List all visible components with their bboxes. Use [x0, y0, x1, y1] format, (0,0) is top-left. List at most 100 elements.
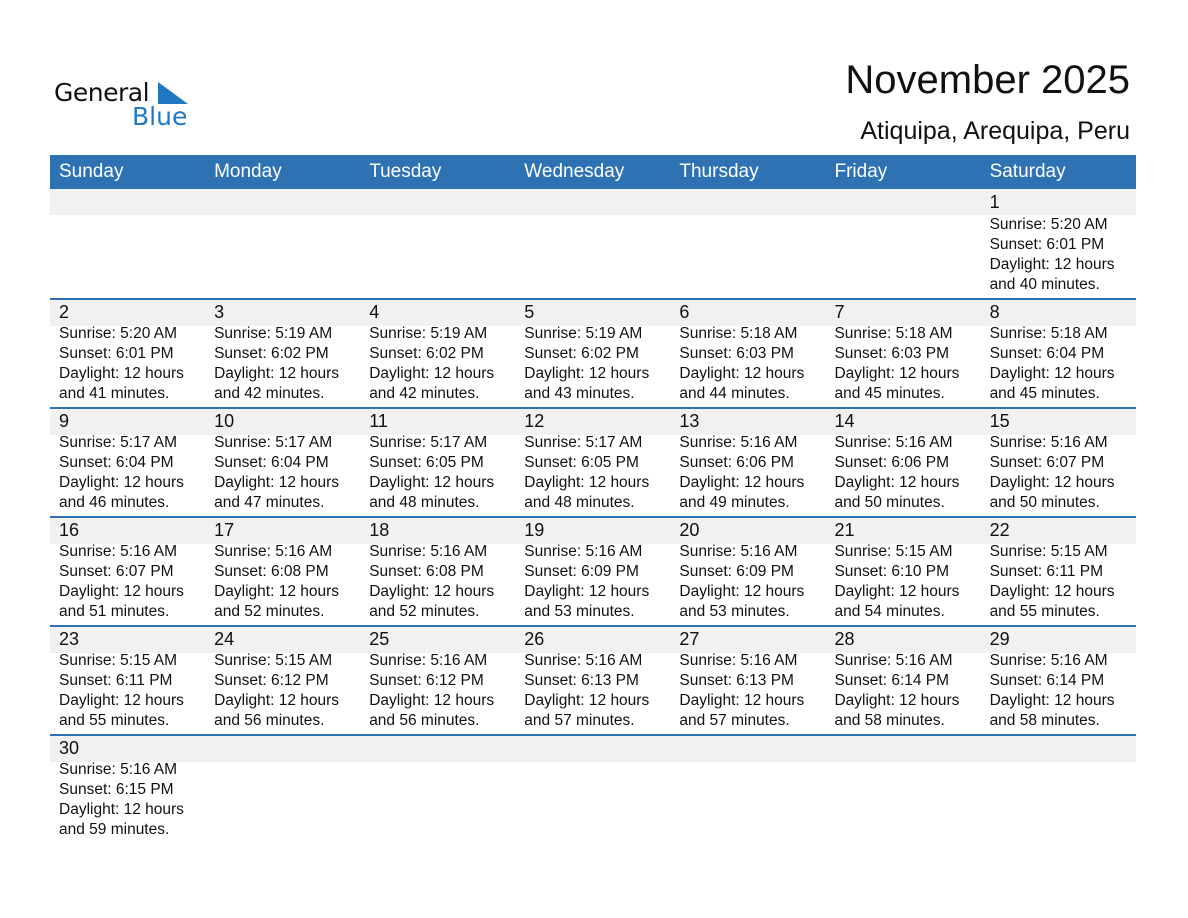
sunrise-text: Sunrise: 5:17 AM [214, 434, 333, 451]
day-cell: 20 Sunrise: 5:16 AM Sunset: 6:09 PM Dayligh… [670, 518, 825, 625]
sunset-text: Sunset: 6:03 PM [679, 345, 794, 362]
daylight-minutes-text: and 50 minutes. [989, 494, 1100, 511]
sunset-text: Sunset: 6:05 PM [369, 454, 484, 471]
daylight-text: Daylight: 12 hours [834, 583, 960, 600]
day-number: 10 [214, 411, 235, 431]
empty-cell [515, 736, 670, 843]
daylight-minutes-text: and 42 minutes. [214, 385, 325, 402]
day-number: 21 [834, 520, 855, 540]
daylight-text: Daylight: 12 hours [369, 474, 495, 491]
sunrise-text: Sunrise: 5:18 AM [834, 325, 953, 342]
sunrise-text: Sunrise: 5:15 AM [214, 652, 333, 669]
daylight-text: Daylight: 12 hours [59, 365, 184, 382]
day-number: 27 [679, 629, 700, 649]
sunrise-text: Sunrise: 5:17 AM [524, 434, 643, 451]
daylight-minutes-text: and 42 minutes. [369, 385, 480, 402]
day-cell: 19 Sunrise: 5:16 AM Sunset: 6:09 PM Dayligh… [515, 518, 670, 625]
sunset-text: Sunset: 6:01 PM [989, 236, 1105, 253]
daylight-text: Daylight: 12 hours [679, 474, 805, 491]
daylight-minutes-text: and 52 minutes. [369, 603, 480, 620]
day-cell: 4 Sunrise: 5:19 AM Sunset: 6:02 PM Daylight… [360, 300, 515, 407]
sunset-text: Sunset: 6:02 PM [369, 345, 484, 362]
day-cell: 27 Sunrise: 5:16 AM Sunset: 6:13 PM Dayligh… [670, 627, 825, 734]
daylight-minutes-text: and 55 minutes. [59, 712, 170, 729]
sunset-text: Sunset: 6:14 PM [989, 672, 1105, 689]
day-cell: 17 Sunrise: 5:16 AM Sunset: 6:08 PM Dayligh… [205, 518, 360, 625]
day-number: 19 [524, 520, 545, 540]
daylight-text: Daylight: 12 hours [989, 583, 1115, 600]
sunrise-text: Sunrise: 5:15 AM [989, 543, 1108, 560]
daylight-text: Daylight: 12 hours [989, 365, 1115, 382]
sunrise-text: Sunrise: 5:19 AM [369, 325, 488, 342]
day-number: 15 [989, 411, 1010, 431]
daylight-minutes-text: and 40 minutes. [989, 276, 1100, 293]
weekday-tuesday: Tuesday [369, 161, 442, 182]
day-cell: 29 Sunrise: 5:16 AM Sunset: 6:14 PM Dayligh… [981, 627, 1136, 734]
daylight-text: Daylight: 12 hours [679, 365, 805, 382]
day-number: 23 [59, 629, 80, 649]
weekday-wednesday: Wednesday [524, 161, 625, 182]
day-cell: 25 Sunrise: 5:16 AM Sunset: 6:12 PM Dayligh… [360, 627, 515, 734]
day-number: 26 [524, 629, 545, 649]
daylight-text: Daylight: 12 hours [59, 692, 184, 709]
day-cell: 22 Sunrise: 5:15 AM Sunset: 6:11 PM Dayligh… [981, 518, 1136, 625]
sunset-text: Sunset: 6:11 PM [989, 563, 1104, 580]
day-number: 2 [59, 302, 70, 322]
sunset-text: Sunset: 6:09 PM [679, 563, 794, 580]
day-number: 6 [679, 302, 690, 322]
empty-cell [515, 189, 670, 298]
daylight-minutes-text: and 45 minutes. [989, 385, 1100, 402]
daylight-text: Daylight: 12 hours [214, 365, 340, 382]
day-number: 3 [214, 302, 225, 322]
daylight-minutes-text: and 55 minutes. [989, 603, 1100, 620]
day-number: 11 [369, 411, 388, 431]
day-number: 12 [524, 411, 545, 431]
sunrise-text: Sunrise: 5:18 AM [989, 325, 1108, 342]
day-cell: 12 Sunrise: 5:17 AM Sunset: 6:05 PM Dayligh… [515, 409, 670, 516]
weekday-saturday: Saturday [989, 161, 1066, 182]
sunset-text: Sunset: 6:01 PM [59, 345, 174, 362]
sunset-text: Sunset: 6:06 PM [679, 454, 794, 471]
sunrise-text: Sunrise: 5:16 AM [989, 434, 1108, 451]
daylight-minutes-text: and 56 minutes. [369, 712, 480, 729]
daylight-minutes-text: and 54 minutes. [834, 603, 945, 620]
week-row: 1 Sunrise: 5:20 AM Sunset: 6:01 PM Daylight… [50, 189, 1136, 298]
daylight-text: Daylight: 12 hours [989, 256, 1115, 273]
day-cell: 30 Sunrise: 5:16 AM Sunset: 6:15 PM Dayligh… [50, 736, 205, 843]
page-title: November 2025 [845, 58, 1130, 102]
daylight-text: Daylight: 12 hours [679, 583, 805, 600]
daylight-text: Daylight: 12 hours [834, 692, 960, 709]
sunrise-text: Sunrise: 5:16 AM [369, 543, 488, 560]
week-row: 9 Sunrise: 5:17 AM Sunset: 6:04 PM Daylight… [50, 407, 1136, 516]
daylight-text: Daylight: 12 hours [524, 692, 650, 709]
daylight-text: Daylight: 12 hours [214, 692, 340, 709]
empty-cell [825, 189, 980, 298]
daylight-minutes-text: and 46 minutes. [59, 494, 170, 511]
daylight-text: Daylight: 12 hours [834, 474, 960, 491]
daylight-minutes-text: and 44 minutes. [679, 385, 790, 402]
location-subtitle: Atiquipa, Arequipa, Peru [860, 117, 1130, 145]
day-number: 18 [369, 520, 390, 540]
day-cell: 9 Sunrise: 5:17 AM Sunset: 6:04 PM Daylight… [50, 409, 205, 516]
week-row: 23 Sunrise: 5:15 AM Sunset: 6:11 PM Dayligh… [50, 625, 1136, 734]
sunset-text: Sunset: 6:02 PM [214, 345, 329, 362]
sunrise-text: Sunrise: 5:16 AM [679, 434, 798, 451]
sunset-text: Sunset: 6:04 PM [59, 454, 174, 471]
day-number: 7 [834, 302, 845, 322]
sunrise-text: Sunrise: 5:18 AM [679, 325, 798, 342]
weekday-monday: Monday [214, 161, 282, 182]
daylight-minutes-text: and 57 minutes. [524, 712, 635, 729]
sunset-text: Sunset: 6:15 PM [59, 781, 174, 798]
sunset-text: Sunset: 6:08 PM [214, 563, 329, 580]
daylight-minutes-text: and 53 minutes. [524, 603, 635, 620]
day-cell: 8 Sunrise: 5:18 AM Sunset: 6:04 PM Daylight… [981, 300, 1136, 407]
daylight-text: Daylight: 12 hours [59, 583, 184, 600]
sunset-text: Sunset: 6:07 PM [989, 454, 1105, 471]
sunset-text: Sunset: 6:03 PM [834, 345, 950, 362]
sunset-text: Sunset: 6:10 PM [834, 563, 950, 580]
sunrise-text: Sunrise: 5:16 AM [524, 652, 643, 669]
daylight-minutes-text: and 41 minutes. [59, 385, 170, 402]
daylight-minutes-text: and 48 minutes. [369, 494, 480, 511]
sunrise-text: Sunrise: 5:20 AM [59, 325, 178, 342]
